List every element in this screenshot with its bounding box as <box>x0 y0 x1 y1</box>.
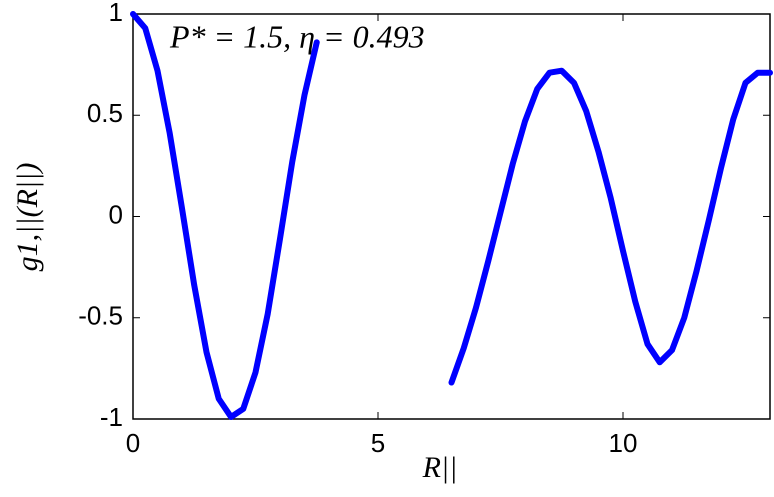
y-tick-label: 0.5 <box>87 98 123 128</box>
plot-frame <box>132 13 771 420</box>
y-tick-label: 0 <box>109 199 123 229</box>
x-tick-label: 10 <box>609 428 638 458</box>
y-tick-label: -0.5 <box>78 301 123 331</box>
x-tick-label: 0 <box>126 428 140 458</box>
data-line <box>130 11 773 420</box>
annotation: P* = 1.5, η = 0.493 <box>169 18 425 54</box>
y-tick-label: 1 <box>109 0 123 27</box>
y-axis-label: g1,||(R||) <box>11 163 44 272</box>
y-tick-label: -1 <box>100 402 123 432</box>
x-axis-label: R|| <box>422 451 458 484</box>
x-tick-label: 5 <box>371 428 385 458</box>
